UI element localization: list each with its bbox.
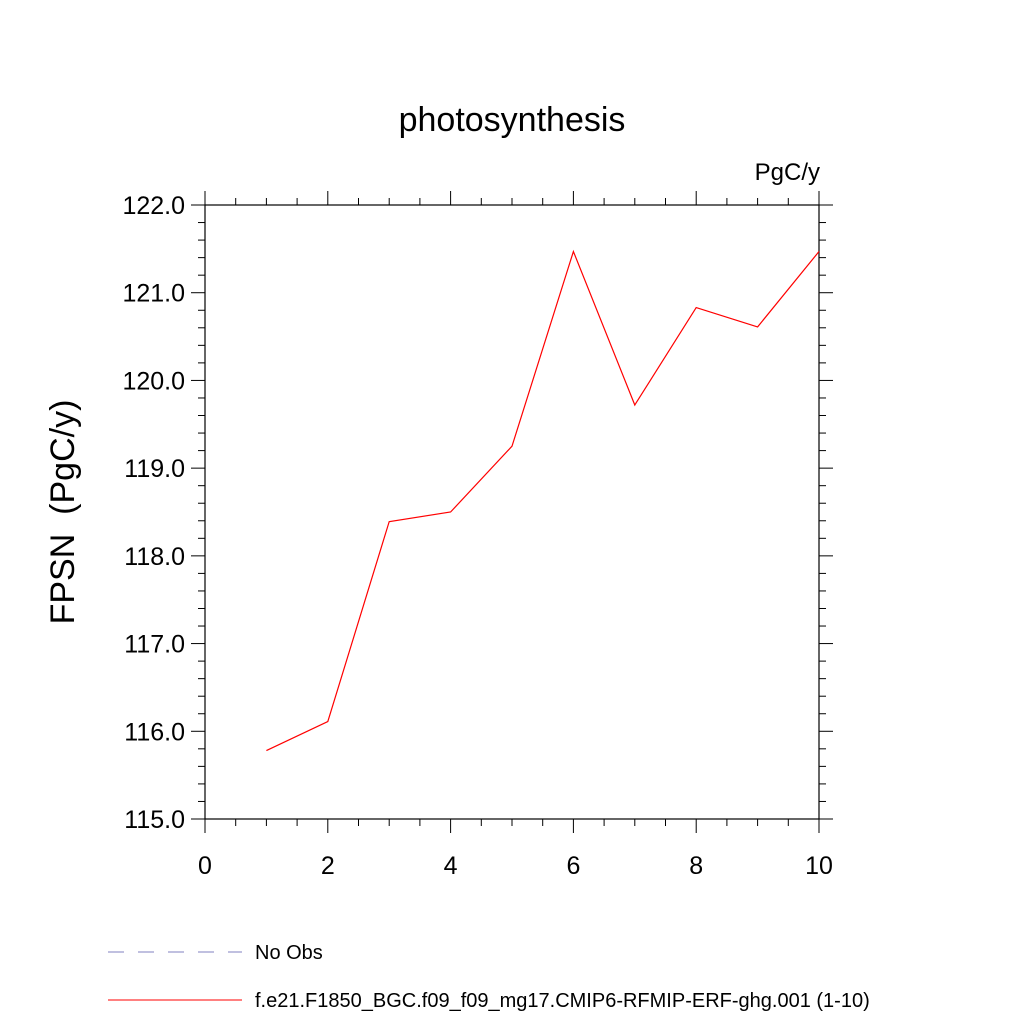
x-tick-label: 4	[444, 852, 458, 880]
axis-ticks: 115.0 116.0 117.0 118.0 119.0 120.0 121.0 122.0…	[122, 191, 833, 880]
x-tick-label: 8	[689, 852, 703, 880]
legend: No Obs f.e21.F1850_BGC.f09_f09_mg17.CMIP6…	[108, 942, 870, 1012]
y-tick-label: 122.0	[122, 192, 185, 220]
series-layer	[266, 249, 820, 752]
x-tick-label: 0	[198, 852, 212, 880]
y-axis-label: FPSN (PgC/y)	[44, 400, 82, 625]
y-tick-label: 121.0	[122, 280, 185, 308]
legend-label: f.e21.F1850_BGC.f09_f09_mg17.CMIP6-RFMIP…	[255, 990, 870, 1012]
x-tick-label: 10	[805, 852, 833, 880]
y-tick-label: 115.0	[124, 806, 185, 834]
y-tick-label: 119.0	[124, 455, 185, 483]
y-tick-label: 120.0	[122, 367, 185, 395]
y-tick-label: 116.0	[124, 718, 185, 746]
y-tick-label: 117.0	[124, 631, 185, 659]
chart-title: photosynthesis	[399, 101, 626, 139]
legend-label: No Obs	[255, 942, 323, 964]
x-tick-label: 2	[321, 852, 335, 880]
series-line	[266, 249, 820, 752]
y-tick-label: 118.0	[124, 543, 185, 571]
units-label: PgC/y	[755, 159, 820, 186]
plot-frame	[204, 204, 820, 820]
x-tick-label: 6	[566, 852, 580, 880]
